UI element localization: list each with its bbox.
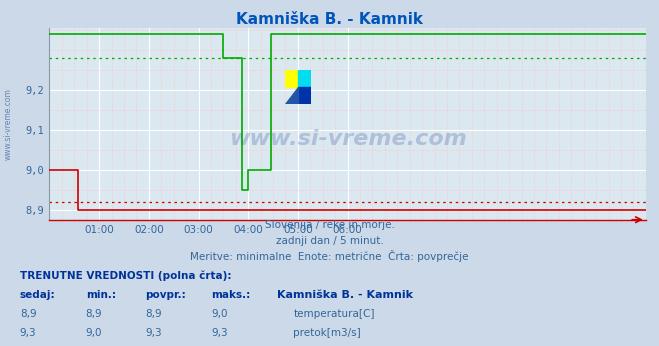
Text: Meritve: minimalne  Enote: metrične  Črta: povprečje: Meritve: minimalne Enote: metrične Črta:… — [190, 249, 469, 262]
Text: maks.:: maks.: — [211, 290, 250, 300]
Text: Kamniška B. - Kamnik: Kamniška B. - Kamnik — [277, 290, 413, 300]
Text: www.si-vreme.com: www.si-vreme.com — [3, 89, 13, 161]
Text: www.si-vreme.com: www.si-vreme.com — [229, 129, 467, 149]
Text: sedaj:: sedaj: — [20, 290, 55, 300]
Text: 8,9: 8,9 — [145, 309, 161, 319]
Text: 9,3: 9,3 — [211, 328, 227, 338]
Text: Slovenija / reke in morje.: Slovenija / reke in morje. — [264, 220, 395, 230]
Text: temperatura[C]: temperatura[C] — [293, 309, 375, 319]
Text: pretok[m3/s]: pretok[m3/s] — [293, 328, 361, 338]
Text: zadnji dan / 5 minut.: zadnji dan / 5 minut. — [275, 236, 384, 246]
Text: TRENUTNE VREDNOSTI (polna črta):: TRENUTNE VREDNOSTI (polna črta): — [20, 270, 231, 281]
Text: povpr.:: povpr.: — [145, 290, 186, 300]
Text: Kamniška B. - Kamnik: Kamniška B. - Kamnik — [236, 12, 423, 27]
Text: 9,3: 9,3 — [20, 328, 36, 338]
Bar — [298, 87, 311, 104]
Text: min.:: min.: — [86, 290, 116, 300]
Polygon shape — [285, 87, 298, 104]
Text: 8,9: 8,9 — [20, 309, 36, 319]
Text: 9,0: 9,0 — [211, 309, 227, 319]
Text: 9,0: 9,0 — [86, 328, 102, 338]
Bar — [285, 70, 298, 87]
Bar — [298, 70, 311, 87]
Text: 8,9: 8,9 — [86, 309, 102, 319]
Text: 9,3: 9,3 — [145, 328, 161, 338]
